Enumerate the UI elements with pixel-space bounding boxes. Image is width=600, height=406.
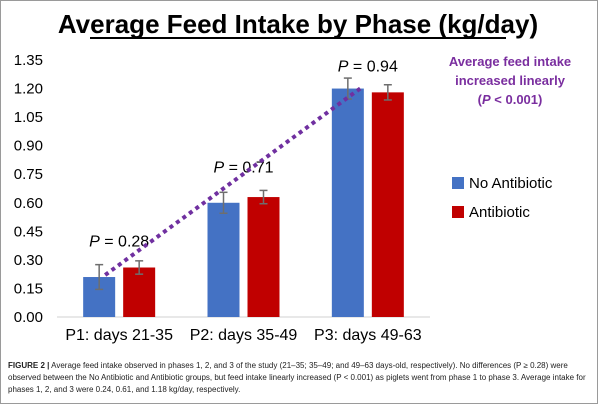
legend-swatch: [452, 177, 464, 189]
caption-label: FIGURE 2 |: [8, 361, 50, 370]
y-tick-label: 0.00: [14, 309, 43, 326]
trend-line: [103, 84, 365, 277]
y-tick-label: 0.45: [14, 223, 43, 240]
annotation-line: (P < 0.001): [478, 92, 543, 107]
p-value-label: P = 0.94: [338, 58, 398, 75]
x-category-label: P2: days 35-49: [190, 327, 298, 344]
y-tick-label: 1.05: [14, 109, 43, 126]
x-category-label: P1: days 21-35: [65, 327, 173, 344]
x-category-label: P3: days 49-63: [314, 327, 422, 344]
chart-title: Average Feed Intake by Phase (kg/day): [58, 9, 538, 39]
annotation-line: Average feed intake: [449, 54, 571, 69]
bar-no-antibiotic: [331, 88, 364, 317]
error-bar: [95, 263, 104, 291]
legend-swatch: [452, 206, 464, 218]
y-tick-label: 0.30: [14, 252, 43, 269]
y-tick-label: 0.15: [14, 280, 43, 297]
y-tick-label: 1.35: [14, 52, 43, 69]
y-tick-label: 0.90: [14, 138, 43, 155]
caption-text: Average feed intake observed in phases 1…: [8, 361, 586, 394]
figure-caption: FIGURE 2 | Average feed intake observed …: [8, 360, 592, 396]
annotation-line: increased linearly: [455, 73, 566, 88]
y-tick-label: 0.75: [14, 166, 43, 183]
bar-antibiotic: [247, 197, 280, 317]
legend-label: Antibiotic: [469, 204, 530, 221]
error-bar: [383, 83, 392, 101]
chart: Average Feed Intake by Phase (kg/day) 0.…: [14, 9, 571, 344]
error-bar: [135, 260, 144, 275]
bar-antibiotic: [371, 92, 404, 317]
p-value-label: P = 0.28: [89, 234, 149, 251]
y-tick-label: 0.60: [14, 195, 43, 212]
error-bar: [259, 189, 268, 205]
error-bar: [219, 191, 228, 214]
legend-label: No Antibiotic: [469, 175, 553, 192]
bar-no-antibiotic: [207, 202, 240, 317]
bar-antibiotic: [123, 267, 156, 317]
y-tick-label: 1.20: [14, 81, 43, 98]
